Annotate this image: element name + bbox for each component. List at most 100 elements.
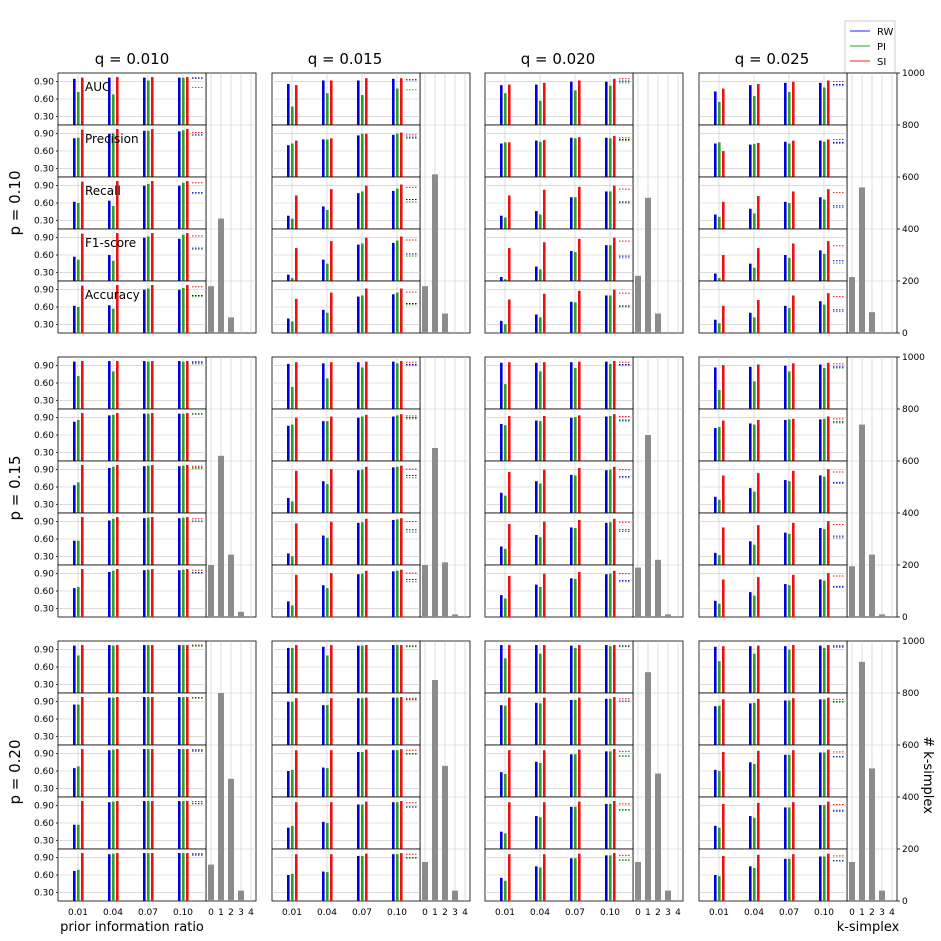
bar-pi [788, 371, 791, 409]
bar-pi [112, 801, 115, 849]
hist-bar-k2 [869, 312, 875, 333]
bar-si [400, 361, 403, 409]
x-tick-label: 0.04 [103, 908, 123, 918]
bar-rw [287, 497, 290, 513]
bar-pi [718, 323, 721, 333]
bar-rw [392, 519, 395, 565]
bar-si [792, 470, 795, 513]
metric-subplot-f1-score [698, 512, 848, 566]
metric-subplot-f1-score: 0.90 0.60 0.30 F1-score [34, 228, 207, 282]
bar-rw [322, 821, 325, 849]
bar-rw [570, 301, 573, 333]
bar-pi [112, 645, 115, 693]
y-tick-label: 0.90 [34, 698, 54, 708]
bar-pi [718, 661, 721, 693]
bar-pi [609, 295, 612, 333]
y-tick-label: 0.60 [34, 663, 54, 673]
bar-pi [396, 363, 399, 409]
bar-rw [784, 700, 787, 745]
metric-subplot-recall [271, 744, 421, 798]
bar-pi [539, 100, 542, 125]
bar-si [578, 801, 581, 849]
bar-si [757, 83, 760, 125]
y-tick-label: 0.90 [34, 286, 54, 296]
bar-rw [605, 191, 608, 229]
bar-pi [326, 139, 329, 177]
hist-x-tick-label: 3 [879, 908, 885, 918]
bar-pi [504, 773, 507, 797]
hist-bar-k3 [452, 890, 458, 901]
bar-si [400, 645, 403, 693]
bar-si [508, 802, 511, 849]
bar-rw [143, 361, 146, 409]
bar-rw [73, 588, 76, 617]
bar-rw [322, 363, 325, 409]
y-tick-label: 0.60 [34, 535, 54, 545]
bar-rw [819, 475, 822, 513]
bar-pi [147, 80, 150, 125]
bar-pi [753, 96, 756, 125]
metric-label-recall: Recall [85, 184, 121, 198]
bar-si [827, 80, 830, 125]
bar-rw [714, 496, 717, 513]
bar-pi [504, 384, 507, 409]
hist-bar-k3 [238, 890, 244, 901]
bar-si [543, 697, 546, 745]
hist-bar-k3 [665, 890, 671, 901]
hist-x-tick-label: 3 [238, 908, 244, 918]
metric-subplot-precision [271, 124, 421, 178]
bar-rw [749, 762, 752, 797]
bar-si [330, 292, 333, 333]
bar-pi [574, 90, 577, 125]
bar-rw [108, 520, 111, 565]
bar-rw [108, 361, 111, 409]
bar-pi [396, 292, 399, 333]
bar-pi [326, 705, 329, 745]
bar-pi [182, 287, 185, 333]
bar-rw [605, 522, 608, 565]
hist-y-tick-label: 1000 [902, 637, 925, 647]
bar-si [151, 77, 154, 125]
legend-pi-label: PI [877, 42, 886, 53]
bar-pi [182, 77, 185, 125]
bar-rw [357, 855, 360, 901]
bar-si [508, 750, 511, 797]
bar-pi [147, 236, 150, 281]
bar-pi [77, 92, 80, 125]
x-tick-label: 0.10 [600, 908, 620, 918]
metric-subplot-recall [698, 176, 848, 230]
bar-si [400, 749, 403, 797]
bar-si [792, 295, 795, 333]
y-tick-label: 0.90 [34, 466, 54, 476]
bar-rw [784, 255, 787, 281]
bar-si [330, 573, 333, 617]
hist-x-tick-label: 1 [218, 908, 224, 918]
bar-si [578, 645, 581, 693]
bar-pi [823, 87, 826, 125]
bar-rw [500, 595, 503, 617]
hist-bar-k3 [879, 890, 885, 901]
hist-x-tick-label: 4 [675, 908, 681, 918]
y-tick-label: 0.60 [34, 147, 54, 157]
bar-pi [504, 658, 507, 693]
metric-label-auc: AUC [85, 80, 110, 94]
bar-pi [753, 491, 756, 513]
hist-bar-k0 [635, 567, 641, 617]
bar-pi [182, 853, 185, 901]
y-tick-label: 0.60 [34, 379, 54, 389]
bar-si [186, 801, 189, 849]
bar-pi [77, 203, 80, 229]
hist-bar-k2 [655, 313, 661, 333]
bar-si [186, 285, 189, 333]
bar-si [186, 517, 189, 565]
bar-si [508, 575, 511, 617]
bar-si [792, 854, 795, 901]
bar-si [578, 238, 581, 281]
bar-si [365, 518, 368, 565]
bar-si [400, 697, 403, 745]
y-tick-label: 0.90 [34, 750, 54, 760]
bar-pi [753, 381, 756, 409]
metric-subplot-auc [484, 640, 634, 694]
bar-pi [182, 517, 185, 565]
bar-si [81, 285, 84, 333]
